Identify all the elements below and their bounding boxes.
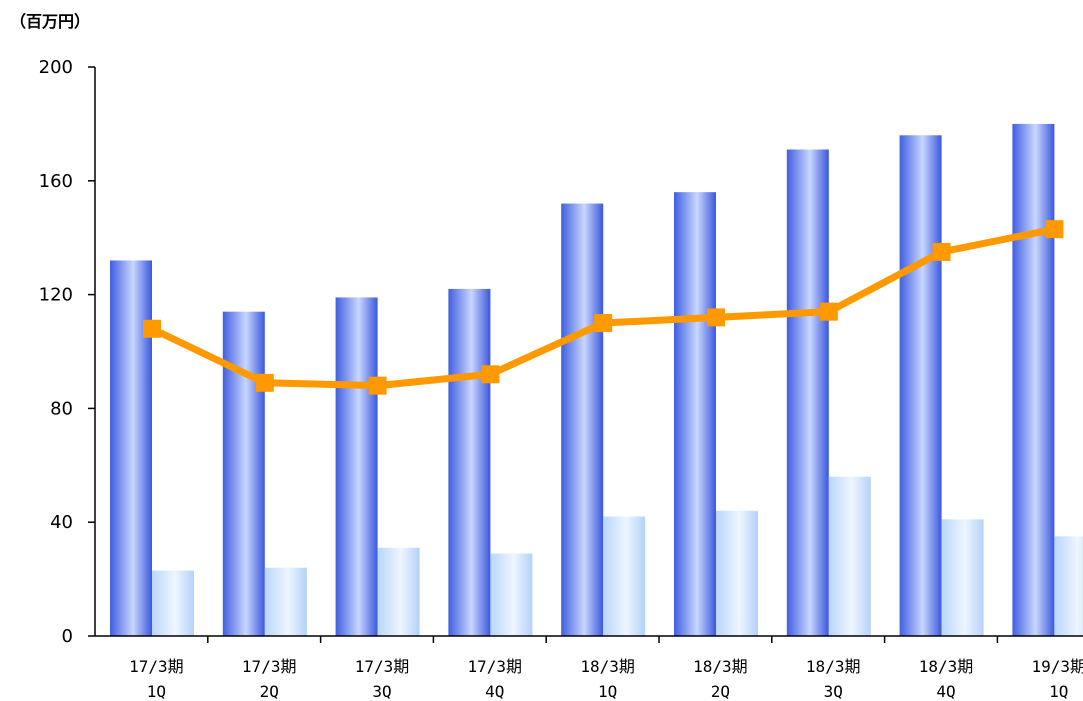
x-tick-label-period: 18/3期 [580, 657, 635, 676]
x-tick-label-quarter: 1Q [147, 682, 166, 701]
bar-series2-8 [941, 519, 984, 636]
bar-series1-6 [674, 192, 716, 636]
y-tick-label: 40 [50, 512, 73, 533]
x-tick-label-period: 17/3期 [242, 657, 297, 676]
bar-series2-2 [264, 567, 307, 636]
y-tick-label: 120 [39, 285, 73, 306]
y-tick-label: 200 [39, 57, 73, 78]
x-tick-label-period: 17/3期 [355, 657, 410, 676]
y-tick-label: 0 [62, 626, 73, 647]
bar-series2-7 [828, 476, 871, 636]
line-point-5 [594, 314, 613, 333]
bar-series2-6 [716, 510, 758, 636]
x-tick-label-quarter: 4Q [936, 682, 955, 701]
line-point-9 [1045, 220, 1064, 239]
x-tick-label-period: 19/3期 [1032, 657, 1083, 676]
line-point-8 [932, 242, 951, 261]
bar-series1-4 [448, 288, 491, 636]
y-tick-label: 80 [50, 398, 73, 419]
bar-series1-8 [899, 135, 942, 636]
x-tick-label-period: 18/3期 [919, 657, 974, 676]
x-tick-label-quarter: 1Q [598, 682, 617, 701]
x-tick-label-period: 18/3期 [693, 657, 748, 676]
x-tick-label-quarter: 2Q [260, 682, 279, 701]
line-point-4 [481, 365, 500, 384]
x-tick-label-quarter: 3Q [372, 682, 391, 701]
line-point-6 [707, 308, 725, 327]
x-tick-label-quarter: 4Q [485, 682, 504, 701]
bar-series1-5 [561, 203, 604, 636]
bar-series1-2 [222, 311, 265, 636]
line-point-1 [143, 319, 161, 338]
bar-series1-7 [786, 149, 829, 636]
line-point-7 [819, 302, 838, 321]
line-point-2 [255, 373, 274, 392]
x-tick-label-period: 18/3期 [806, 657, 861, 676]
line-point-3 [368, 376, 387, 395]
bar-series1-3 [335, 297, 378, 636]
x-tick-label-quarter: 2Q [711, 682, 730, 701]
x-tick-label-quarter: 3Q [824, 682, 843, 701]
bar-series2-5 [603, 516, 646, 636]
x-tick-label-period: 17/3期 [468, 657, 523, 676]
bar-series2-1 [152, 570, 194, 636]
bar-series2-9 [1054, 536, 1083, 636]
x-tick-label-period: 17/3期 [129, 657, 184, 676]
y-tick-label: 160 [39, 171, 73, 192]
bar-series2-3 [377, 547, 420, 636]
bar-series1-1 [110, 260, 152, 636]
bar-series2-4 [490, 553, 533, 636]
bar-series1-9 [1012, 123, 1055, 636]
x-tick-label-quarter: 1Q [1049, 682, 1068, 701]
y-axis-unit-label: （百万円） [10, 12, 91, 31]
